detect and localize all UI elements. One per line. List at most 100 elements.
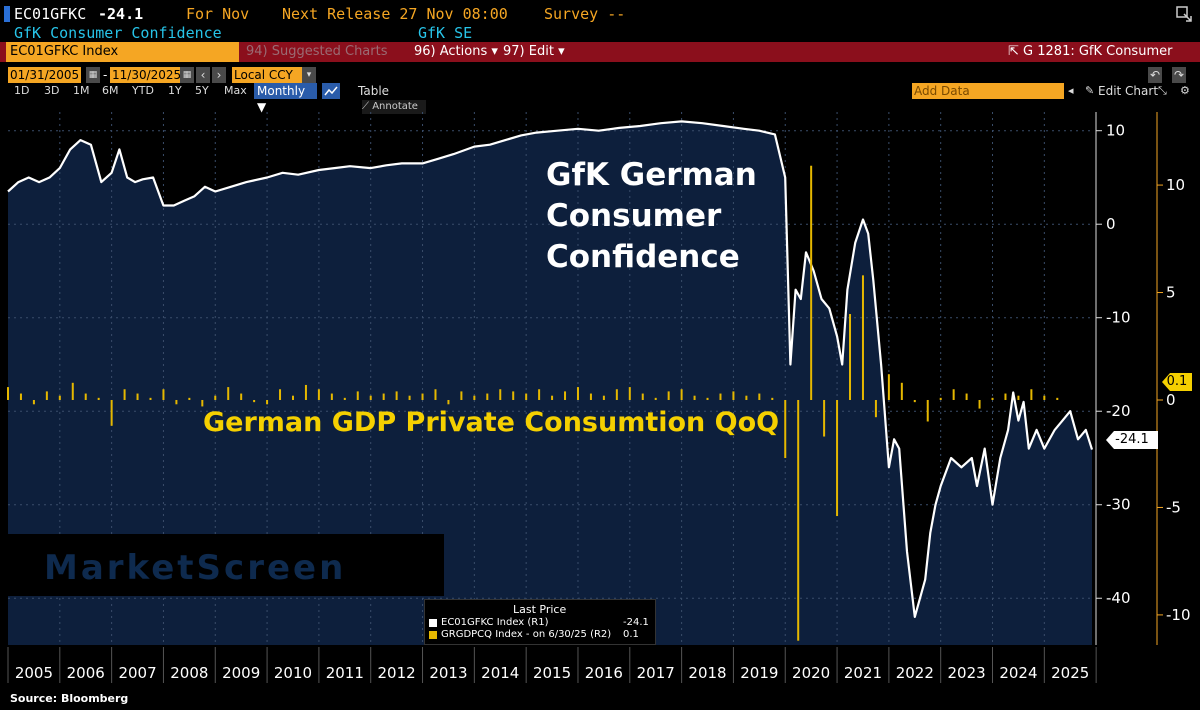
chart-id[interactable]: ⇱ G 1281: GfK Consumer [1002, 42, 1178, 62]
actions-button[interactable]: 96) Actions ▾ [408, 42, 504, 62]
table-button[interactable]: Table [358, 84, 390, 98]
add-data-input[interactable]: Add Data [912, 83, 1064, 99]
gdp-bar [253, 399, 256, 403]
toolbar: EC01GFKC Index 94) Suggested Charts 96) … [0, 42, 1200, 62]
gdp-bar [356, 391, 359, 400]
gdp-bar [369, 395, 372, 400]
gdp-bar [551, 395, 554, 400]
gdp-bars [7, 165, 1059, 641]
edit-button[interactable]: 97) Edit ▾ [497, 42, 571, 62]
gdp-bar [19, 393, 22, 400]
end-date-input[interactable]: 11/30/2025 [110, 67, 184, 83]
gdp-bar [58, 395, 61, 400]
x-tick-label: 2013 [429, 664, 467, 682]
edit-chart-button[interactable]: Edit Chart [1098, 84, 1159, 98]
undo-icon[interactable]: ↶ [1148, 67, 1162, 83]
gdp-bar [240, 393, 243, 400]
x-tick-label: 2025 [1051, 664, 1089, 682]
currency-select[interactable]: Local CCY [232, 67, 304, 83]
gdp-bar [460, 391, 463, 400]
resize-icon[interactable]: ⤡ [1158, 84, 1167, 97]
gdp-label: German GDP Private Consumtion QoQ [203, 407, 780, 438]
calendar-icon[interactable]: ▦ [180, 67, 194, 83]
x-tick-label: 2021 [844, 664, 882, 682]
gdp-bar [719, 393, 722, 400]
gdp-bar [680, 389, 683, 400]
gdp-bar [810, 165, 813, 400]
launch-icon: ⇱ [1008, 44, 1019, 59]
settings-icon[interactable]: ⚙ [1180, 84, 1190, 97]
gdp-bar [861, 275, 864, 400]
suggested-charts-button[interactable]: 94) Suggested Charts [246, 44, 388, 59]
arrow-left-icon[interactable]: ◂ [1068, 84, 1074, 97]
legend-series1: EC01GFKC Index (R1) [441, 617, 549, 628]
period-6m[interactable]: 6M [102, 84, 119, 97]
period-1d[interactable]: 1D [14, 84, 30, 97]
gdp-bar [628, 387, 631, 400]
gdp-bar [175, 399, 178, 405]
ticker-marker [4, 6, 10, 22]
gdp-bar [162, 389, 165, 400]
expand-icon[interactable] [1176, 6, 1192, 22]
annotate-icon: ⟋ [362, 101, 373, 112]
redo-icon[interactable]: ↷ [1172, 67, 1186, 83]
x-axis: 2005 2006 2007 2008 2009 2010 2011 2012 2013 2014… [0, 645, 1200, 687]
pencil-icon[interactable]: ✎ [1085, 84, 1095, 97]
x-tick-label: 2012 [378, 664, 416, 682]
ticker[interactable]: EC01GFKC [14, 5, 87, 23]
calendar-icon[interactable]: ▦ [86, 67, 100, 83]
prev-arrow-icon[interactable]: ‹ [196, 67, 210, 83]
legend-header: Last Price [513, 603, 567, 616]
gdp-bar [473, 395, 476, 400]
caret-icon: ▾ [491, 44, 498, 59]
gdp-bar [693, 395, 696, 400]
axis-tick-label: -10 [1166, 606, 1191, 624]
gdp-bar [45, 391, 48, 400]
gdp-bar [667, 391, 670, 400]
gdp-bar [758, 393, 761, 400]
gdp-bar [991, 397, 994, 400]
gdp-bar [564, 391, 567, 400]
gdp-bar [926, 399, 929, 422]
gdp-bar [304, 384, 307, 400]
gdp-bar [939, 397, 942, 400]
date-separator: - [103, 68, 108, 82]
annotate-button[interactable]: ⟋ Annotate [362, 100, 426, 114]
x-tick-label: 2017 [637, 664, 675, 682]
period-max[interactable]: Max [224, 84, 247, 97]
x-tick-label: 2019 [740, 664, 778, 682]
gdp-bar [797, 399, 800, 641]
gdp-bar [641, 393, 644, 400]
survey: Survey -- [544, 5, 626, 23]
axis-tick-label: 10 [1166, 176, 1185, 194]
security-field[interactable]: EC01GFKC Index [6, 42, 239, 62]
gdp-bar [227, 387, 230, 400]
gdp-bar [952, 389, 955, 400]
chart-id-label: G 1281: GfK Consumer [1023, 44, 1173, 59]
legend-series1-value: -24.1 [623, 617, 649, 628]
period-1m[interactable]: 1M [73, 84, 90, 97]
period-ytd[interactable]: YTD [132, 84, 154, 97]
gdp-bar [188, 397, 191, 400]
gdp-bar [97, 397, 100, 400]
next-arrow-icon[interactable]: › [212, 67, 226, 83]
start-date-input[interactable]: 01/31/2005 [8, 67, 82, 83]
gdp-bar [874, 399, 877, 418]
x-tick-label: 2024 [999, 664, 1037, 682]
gdp-bar [823, 399, 826, 437]
frequency-label: Monthly [257, 84, 306, 98]
gdp-bar [576, 387, 579, 400]
gdp-bar [900, 382, 903, 400]
chevron-down-icon[interactable]: ▾ [302, 67, 316, 83]
period-5y[interactable]: 5Y [195, 84, 209, 97]
caret-icon: ▾ [558, 44, 565, 59]
period-3d[interactable]: 3D [44, 84, 60, 97]
frequency-select[interactable]: Monthly ▼ [254, 83, 317, 114]
gdp-bar [706, 397, 709, 400]
period-1y[interactable]: 1Y [168, 84, 182, 97]
legend-series2: GRGDPCQ Index - on 6/30/25 (R2) [441, 629, 612, 640]
gdp-bar [887, 374, 890, 400]
gdp-bar [110, 399, 113, 426]
legend-swatch-yellow [429, 631, 437, 639]
line-chart-icon[interactable] [322, 83, 340, 99]
